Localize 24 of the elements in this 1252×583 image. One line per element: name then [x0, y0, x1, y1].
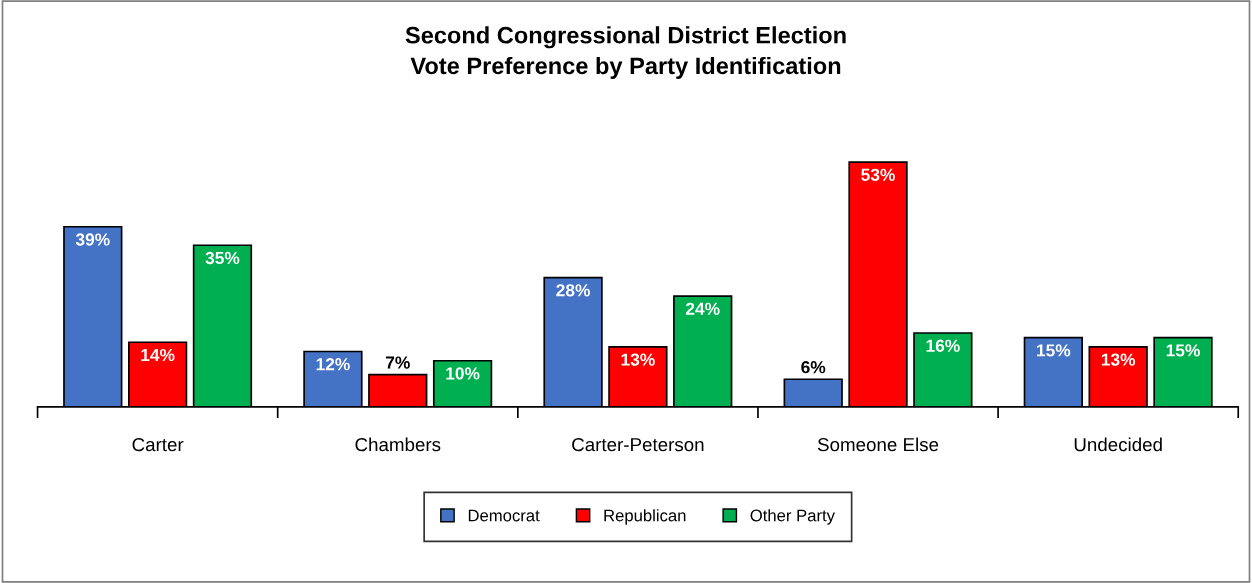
legend-label: Republican — [604, 509, 686, 525]
legend-label: Other Party — [750, 509, 835, 525]
data-label: 13% — [1101, 353, 1136, 366]
data-label: 24% — [685, 302, 720, 315]
data-label: 16% — [926, 339, 960, 352]
x-tick-label: Chambers — [355, 437, 441, 452]
data-label: 15% — [1037, 344, 1071, 357]
data-label: 39% — [75, 233, 110, 246]
data-label: 15% — [1166, 344, 1200, 357]
data-label: 7% — [385, 356, 410, 369]
data-label: 28% — [556, 284, 590, 297]
x-tick-label: Carter — [132, 437, 184, 452]
data-label: 13% — [621, 353, 655, 366]
data-label: 12% — [316, 358, 350, 371]
data-label: 14% — [141, 348, 175, 362]
data-label: 53% — [861, 168, 895, 181]
x-tick-label: Someone Else — [817, 437, 939, 452]
data-label: 6% — [801, 361, 826, 374]
x-tick-label: Carter-Peterson — [572, 437, 704, 452]
legend-label: Democrat — [468, 509, 540, 522]
data-label: 10% — [446, 367, 480, 380]
chart-title: Second Congressional District Election Vote Preference by Party Identification — [405, 26, 846, 79]
x-tick-label: Undecided — [1074, 437, 1162, 452]
data-label: 35% — [205, 251, 240, 265]
